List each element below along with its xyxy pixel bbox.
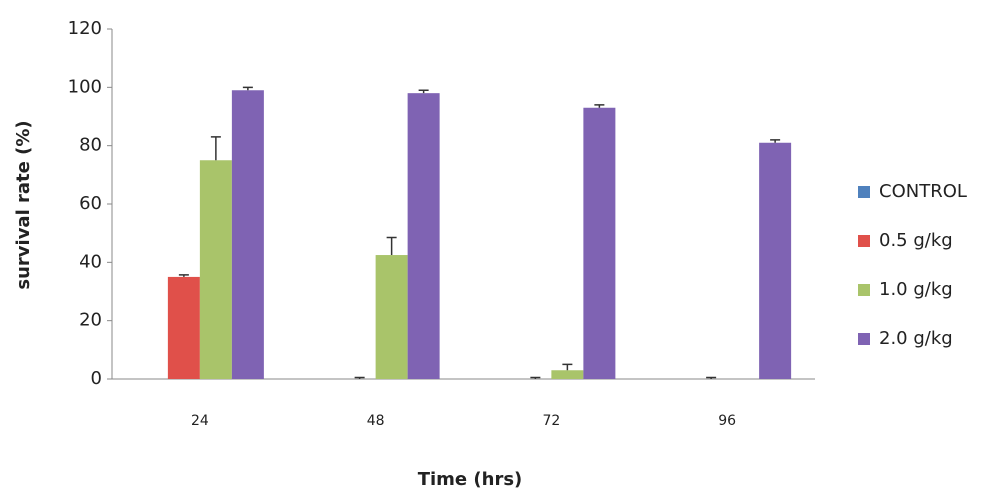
x-tick-label: 96 [718,413,736,429]
legend-label: 0.5 g/kg [879,230,953,251]
x-tick-label: 72 [542,413,560,429]
error-bar [354,376,365,379]
legend-label: 1.0 g/kg [879,279,953,300]
bar [407,93,440,380]
y-tick-label: 0 [91,368,102,389]
y-tick-label: 120 [68,18,102,39]
y-tick-label: 20 [79,310,102,331]
legend-swatch [858,284,870,296]
y-axis-label: survival rate (%) [13,120,34,289]
error-bar [418,89,429,94]
error-bar [530,376,541,379]
legend-swatch [858,235,870,247]
error-bar [242,86,253,91]
bar [199,160,232,379]
bar [551,370,584,379]
legend-swatch [858,186,870,198]
error-bar [562,363,573,371]
legend-label: CONTROL [879,181,967,202]
y-tick-label: 80 [79,135,102,156]
error-bar [210,136,221,161]
x-axis-label: Time (hrs) [418,469,523,490]
legend-label: 2.0 g/kg [879,328,953,349]
y-tick-label: 40 [79,251,102,272]
x-tick-label: 24 [191,413,209,429]
error-bar [178,274,189,277]
y-tick-label: 100 [68,76,102,97]
error-bar [594,104,605,108]
bar [231,90,264,379]
y-tick-label: 60 [79,193,102,214]
x-tick-label: 48 [367,413,385,429]
bar [759,142,792,379]
legend-swatch [858,333,870,345]
error-bar [706,376,717,379]
bar [583,107,616,379]
error-bar [386,236,397,256]
bar [375,255,408,379]
error-bar [770,139,781,143]
bar [167,276,200,379]
